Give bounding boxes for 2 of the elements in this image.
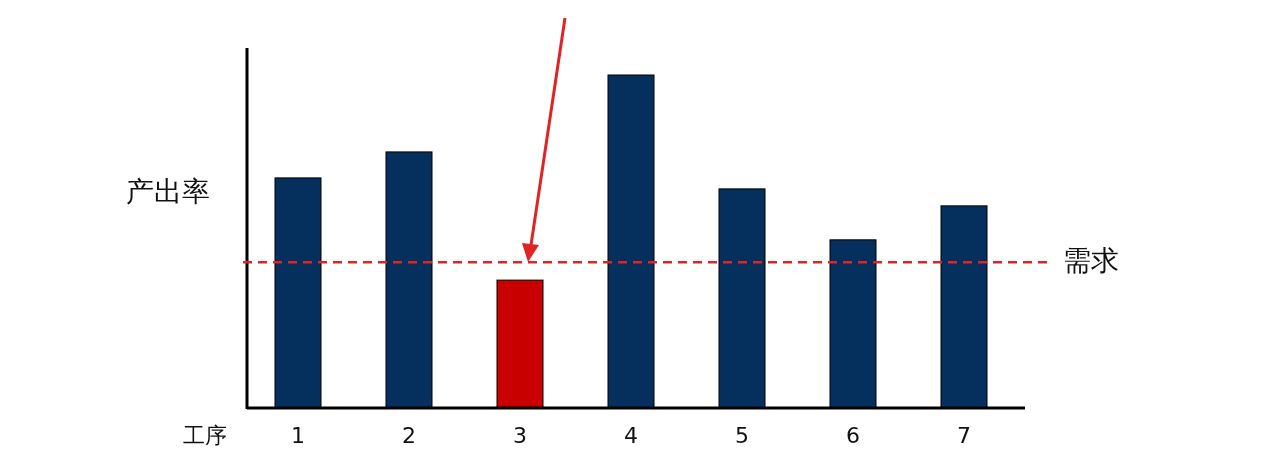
xlabel: 工序 — [183, 423, 227, 448]
ylabel: 产出率 — [126, 175, 210, 208]
